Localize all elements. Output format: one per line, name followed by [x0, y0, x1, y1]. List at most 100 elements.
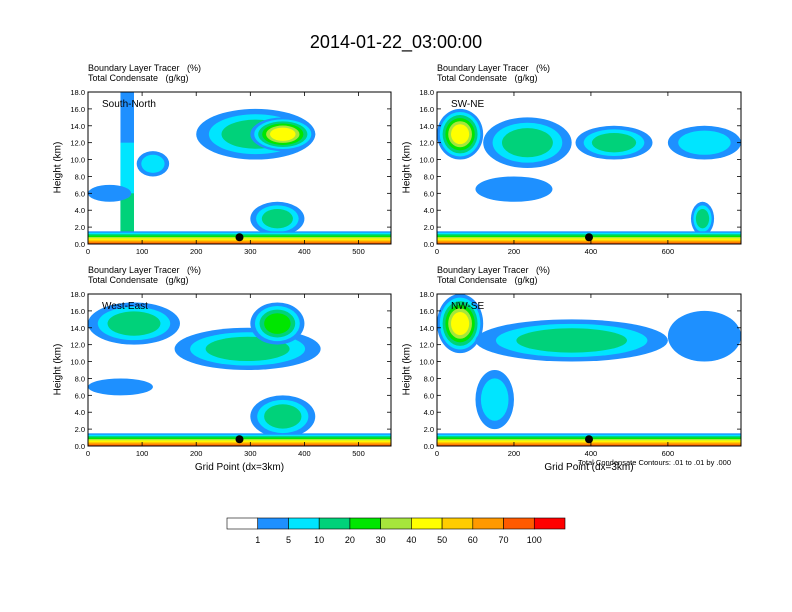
y-tick-label: 4.0 — [75, 408, 85, 417]
x-axis-label: Grid Point (dx=3km) — [544, 462, 634, 473]
panel-header-line1: Boundary Layer Tracer (%) — [437, 265, 551, 275]
y-tick-label: 6.0 — [424, 391, 434, 400]
y-tick-label: 12.0 — [70, 139, 85, 148]
x-tick-label: 300 — [244, 449, 257, 458]
y-tick-label: 2.0 — [424, 425, 434, 434]
panel-1: 0.0 2.0 4.0 6.0 8.0 10.0 12.0 14.0 16.0 18.0 0 100 2… — [70, 88, 392, 256]
colorbar-swatch — [472, 517, 504, 530]
colorbar-swatch — [503, 517, 535, 530]
x-tick-label: 600 — [662, 449, 675, 458]
y-tick-label: 8.0 — [75, 374, 85, 383]
condensate-area — [141, 154, 165, 173]
colorbar-label: 50 — [437, 535, 448, 545]
y-tick-label: 4.0 — [424, 408, 434, 417]
colorbar — [226, 517, 566, 530]
panel-4: 0.0 2.0 4.0 6.0 8.0 10.0 12.0 14.0 16.0 18.0 0 200 4… — [419, 290, 742, 458]
y-axis-label: Height (km) — [401, 343, 413, 396]
y-tick-label: 2.0 — [75, 223, 85, 232]
panel-label: West-East — [102, 301, 148, 312]
x-tick-label: 0 — [435, 247, 439, 256]
panel-label: SW-NE — [451, 99, 484, 110]
location-marker — [235, 435, 244, 444]
y-tick-label: 2.0 — [424, 223, 434, 232]
panel-2: 0.0 2.0 4.0 6.0 8.0 10.0 12.0 14.0 16.0 18.0 0 200 4… — [419, 88, 742, 256]
colorbar-swatch — [349, 517, 381, 530]
location-marker — [585, 233, 593, 242]
x-tick-label: 400 — [585, 247, 598, 256]
y-tick-label: 18.0 — [419, 88, 434, 97]
panel-header-line1: Boundary Layer Tracer (%) — [88, 265, 202, 275]
y-tick-label: 6.0 — [75, 189, 85, 198]
x-tick-label: 600 — [662, 247, 675, 256]
panel-header-line2: Total Condensate (g/kg) — [437, 275, 538, 285]
y-tick-label: 18.0 — [70, 88, 85, 97]
panel-label: South-North — [102, 99, 156, 110]
colorbar-swatch — [257, 517, 289, 530]
x-tick-label: 400 — [585, 449, 598, 458]
colorbar-swatch — [533, 517, 566, 530]
y-tick-label: 14.0 — [70, 324, 85, 333]
y-tick-label: 14.0 — [419, 122, 434, 131]
y-axis-label: Height (km) — [52, 141, 64, 194]
x-tick-label: 0 — [86, 449, 90, 458]
colorbar-label: 70 — [498, 535, 509, 545]
x-tick-label: 300 — [244, 247, 257, 256]
contour-note: Total Condensate Contours: .01 to .01 by… — [578, 458, 732, 467]
colorbar-label: 5 — [285, 535, 291, 545]
x-tick-label: 500 — [352, 449, 365, 458]
y-tick-label: 10.0 — [419, 156, 434, 165]
panel-label: NW-SE — [451, 301, 484, 312]
y-tick-label: 12.0 — [419, 341, 434, 350]
y-tick-label: 12.0 — [70, 341, 85, 350]
condensate-area — [451, 124, 470, 145]
y-tick-label: 4.0 — [424, 206, 434, 215]
x-tick-label: 100 — [136, 449, 149, 458]
y-tick-label: 18.0 — [419, 290, 434, 299]
panel-header-line2: Total Condensate (g/kg) — [88, 275, 189, 285]
plot-frame — [87, 293, 392, 447]
x-tick-label: 500 — [352, 247, 365, 256]
x-tick-label: 400 — [298, 449, 311, 458]
plot-frame — [87, 91, 392, 245]
x-tick-label: 0 — [435, 449, 439, 458]
colorbar-swatch — [226, 517, 259, 530]
condensate-band — [88, 444, 391, 446]
panel-header-line1: Boundary Layer Tracer (%) — [437, 63, 551, 73]
condensate-area — [695, 208, 710, 229]
y-tick-label: 14.0 — [70, 122, 85, 131]
colorbar-swatch — [441, 517, 474, 530]
y-tick-label: 2.0 — [75, 425, 85, 434]
plot-frame — [436, 293, 742, 447]
y-tick-label: 10.0 — [419, 358, 434, 367]
x-tick-label: 200 — [190, 449, 203, 458]
x-tick-label: 200 — [508, 449, 521, 458]
condensate-area — [261, 208, 293, 229]
y-tick-label: 8.0 — [424, 374, 434, 383]
condensate-area — [591, 132, 637, 153]
condensate-band — [437, 242, 741, 244]
y-tick-label: 8.0 — [424, 172, 434, 181]
colorbar-label: 20 — [344, 535, 355, 545]
x-axis-label: Grid Point (dx=3km) — [194, 462, 285, 473]
colorbar-label: 30 — [375, 535, 386, 545]
y-tick-label: 8.0 — [75, 172, 85, 181]
condensate-area — [88, 184, 132, 202]
condensate-area — [264, 313, 291, 334]
y-tick-label: 4.0 — [75, 206, 85, 215]
panel-header-line1: Boundary Layer Tracer (%) — [88, 63, 202, 73]
colorbar-label: 1 — [255, 535, 261, 545]
y-axis-label: Height (km) — [401, 141, 413, 194]
x-tick-label: 400 — [298, 247, 311, 256]
colorbar-swatch — [380, 517, 412, 530]
condensate-area — [270, 127, 296, 141]
colorbar-swatch — [411, 517, 443, 530]
y-tick-label: 14.0 — [419, 324, 434, 333]
colorbar-label: 40 — [406, 535, 417, 545]
plot-frame — [436, 91, 742, 245]
condensate-area — [88, 378, 153, 396]
condensate-area — [264, 404, 302, 429]
colorbar-label: 60 — [467, 535, 478, 545]
y-tick-label: 6.0 — [75, 391, 85, 400]
condensate-area — [516, 328, 627, 353]
